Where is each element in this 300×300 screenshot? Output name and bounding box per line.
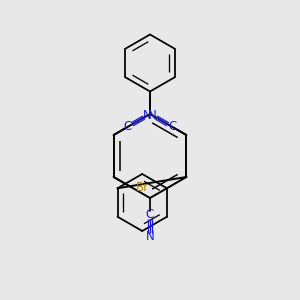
Text: N: N	[146, 230, 154, 244]
Text: C: C	[146, 208, 154, 221]
Text: C: C	[168, 120, 176, 133]
Text: Br: Br	[136, 181, 149, 194]
Text: N: N	[143, 109, 152, 122]
Text: N: N	[148, 109, 157, 122]
Text: C: C	[124, 120, 132, 133]
